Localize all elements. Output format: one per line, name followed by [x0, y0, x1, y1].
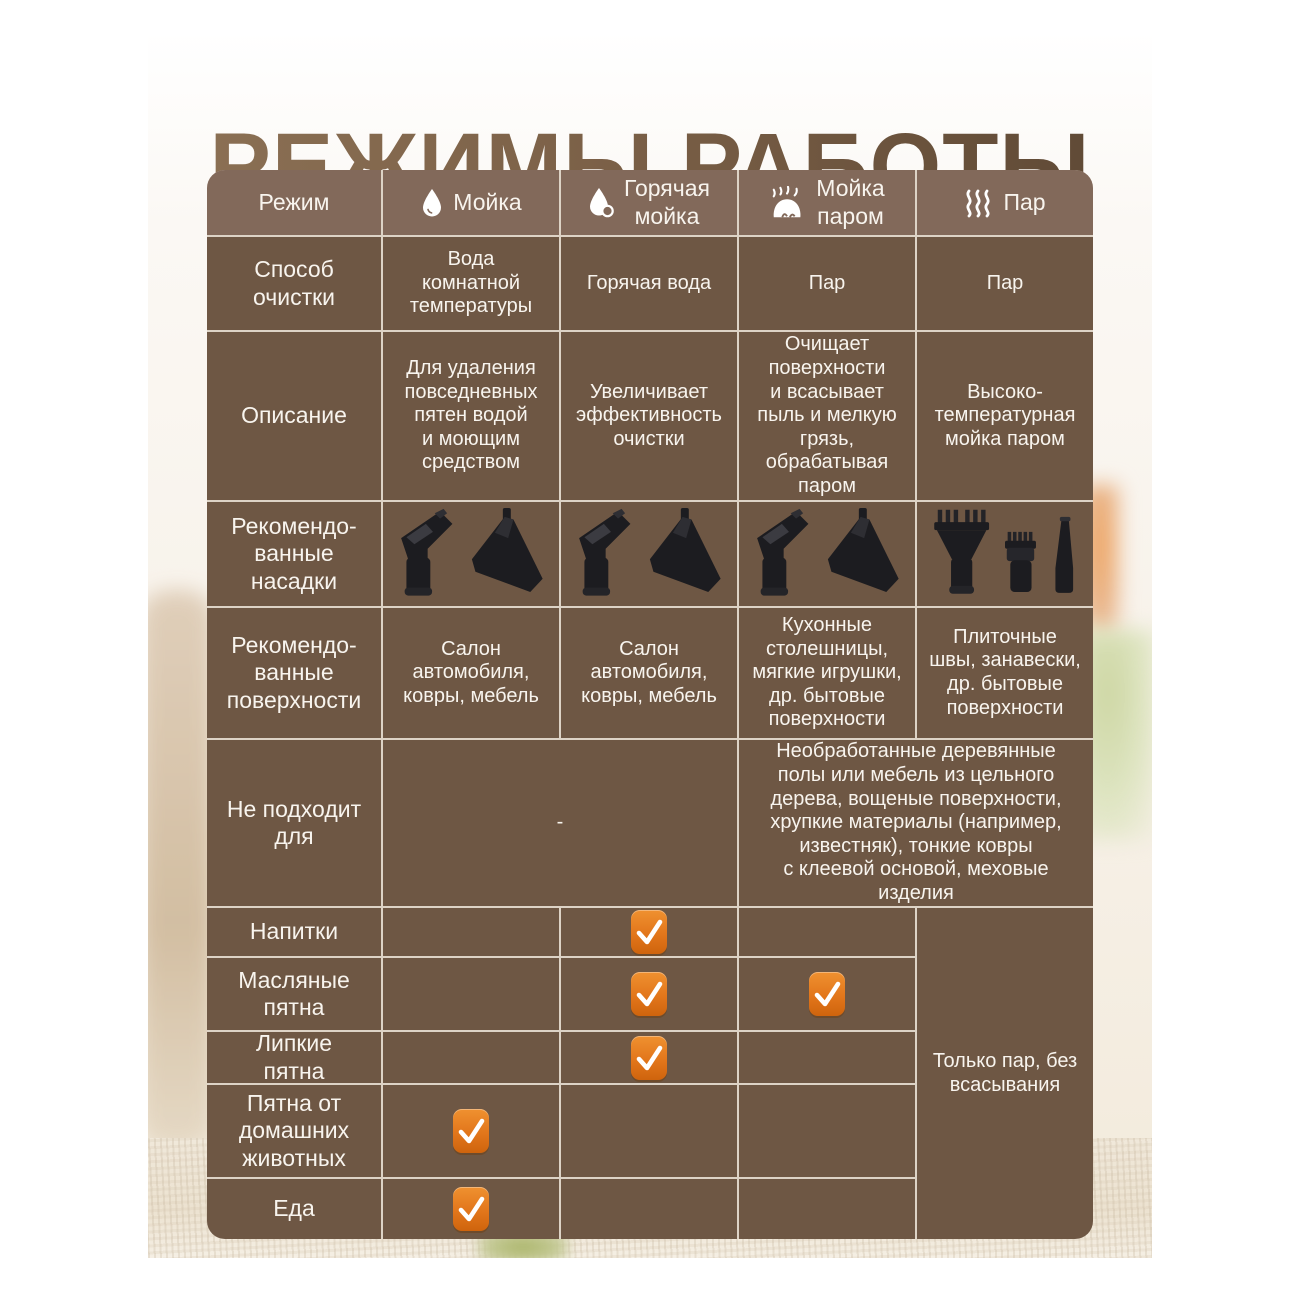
header-mode: Режим	[207, 170, 381, 235]
sticky-stains-steam-wash-cell	[739, 1032, 915, 1083]
surfaces-steam: Плиточные швы, занавески, др. бытовые по…	[917, 608, 1093, 738]
description-steam: Высоко- температурная мойка паром	[917, 332, 1093, 500]
row-label-description: Описание	[207, 332, 381, 500]
header-wash: Мойка	[383, 170, 559, 235]
row-label-oil-stains: Масляные пятна	[207, 958, 381, 1030]
header-hot-wash: Горячая мойка	[561, 170, 737, 235]
description-steam-wash: Очищает поверхности и всасывает пыль и м…	[739, 332, 915, 500]
checkmark-icon	[631, 910, 667, 954]
pet-stains-steam-wash-cell	[739, 1085, 915, 1177]
checkmark-icon	[631, 972, 667, 1016]
row-label-food: Еда	[207, 1179, 381, 1239]
row-label-pet-stains: Пятна от домашних животных	[207, 1085, 381, 1177]
method-hot-wash: Горячая вода	[561, 237, 737, 330]
water-drop-icon	[420, 188, 444, 218]
oil-stains-hot-wash-cell	[561, 958, 737, 1030]
row-label-method: Способ очистки	[207, 237, 381, 330]
header-steam-label: Пар	[1003, 188, 1046, 215]
drinks-wash-cell	[383, 908, 559, 956]
description-wash: Для удаления повседневных пятен водой и …	[383, 332, 559, 500]
not-suitable-steam-modes: Необработанные деревянные полы или мебел…	[739, 740, 1093, 906]
food-wash-cell	[383, 1179, 559, 1239]
method-steam-wash: Пар	[739, 237, 915, 330]
checkmark-icon	[809, 972, 845, 1016]
steam-only-note-cell: Только пар, без всасывания	[917, 908, 1093, 1239]
attachments-hot-wash-image	[561, 502, 737, 606]
header-hot-wash-label: Горячая мойка	[624, 175, 710, 229]
method-wash: Вода комнатной температуры	[383, 237, 559, 330]
description-hot-wash: Увеличивает эффективность очистки	[561, 332, 737, 500]
crevice-and-wide-nozzle-icon	[579, 508, 721, 596]
checkmark-icon	[453, 1187, 489, 1231]
surfaces-steam-wash: Кухонные столешницы, мягкие игрушки, др.…	[739, 608, 915, 738]
row-label-sticky-stains: Липкие пятна	[207, 1030, 381, 1084]
surfaces-hot-wash: Салон автомобиля, ковры, мебель	[561, 608, 737, 738]
oil-stains-steam-wash-cell	[739, 958, 915, 1030]
food-hot-wash-cell	[561, 1179, 737, 1239]
attachments-steam-image	[917, 502, 1093, 606]
surfaces-wash: Салон автомобиля, ковры, мебель	[383, 608, 559, 738]
background-furniture-blur	[148, 590, 214, 1150]
oil-stains-wash-cell	[383, 958, 559, 1030]
header-steam-wash: Мойка паром	[739, 170, 915, 235]
pet-stains-wash-cell	[383, 1085, 559, 1177]
operating-modes-table: Режим Мойка Горячая мойка	[207, 170, 1093, 1239]
checkmark-icon	[453, 1109, 489, 1153]
row-label-attachments: Рекомендо- ванные насадки	[207, 502, 381, 606]
not-suitable-wash-modes: -	[383, 740, 737, 906]
checkmark-icon	[631, 1035, 667, 1080]
steam-wash-icon	[769, 185, 807, 220]
row-label-not-suitable: Не подходит для	[207, 740, 381, 906]
header-steam: Пар	[917, 170, 1093, 235]
sticky-stains-wash-cell	[383, 1032, 559, 1083]
pet-stains-hot-wash-cell	[561, 1085, 737, 1177]
food-steam-wash-cell	[739, 1179, 915, 1239]
row-label-surfaces: Рекомендо- ванные поверхности	[207, 608, 381, 738]
header-steam-wash-label: Мойка паром	[816, 175, 885, 229]
drinks-hot-wash-cell	[561, 908, 737, 956]
attachments-steam-wash-image	[739, 502, 915, 606]
drinks-steam-wash-cell	[739, 908, 915, 956]
hot-water-drop-icon	[588, 187, 615, 218]
crevice-and-wide-nozzle-icon	[757, 508, 899, 596]
header-wash-label: Мойка	[453, 188, 522, 215]
steam-icon	[964, 188, 994, 218]
sticky-stains-hot-wash-cell	[561, 1032, 737, 1083]
row-label-drinks: Напитки	[207, 908, 381, 956]
attachments-wash-image	[383, 502, 559, 606]
method-steam: Пар	[917, 237, 1093, 330]
crevice-and-wide-nozzle-icon	[401, 508, 543, 596]
brush-round-cone-set-icon	[934, 509, 1074, 594]
